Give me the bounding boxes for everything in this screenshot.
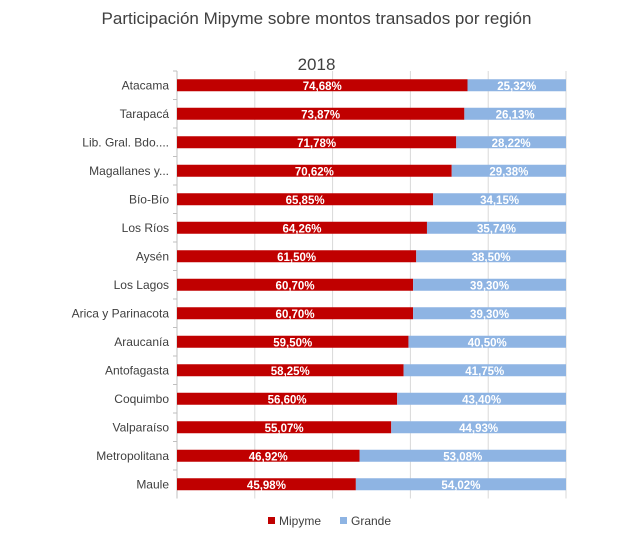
data-label: 53,08% <box>443 451 482 463</box>
category-label: Maule <box>136 477 169 491</box>
bar-mipyme <box>177 421 392 434</box>
bar-mipyme <box>177 478 356 491</box>
data-label: 40,50% <box>468 337 507 349</box>
category-label: Aysén <box>136 249 169 263</box>
data-label: 54,02% <box>441 480 480 492</box>
bar-grande <box>426 221 566 234</box>
category-label: Valparaíso <box>113 420 170 434</box>
bar-grande <box>397 392 566 405</box>
bar-mipyme <box>177 364 404 377</box>
legend-swatch <box>340 517 347 524</box>
data-label: 45,98% <box>247 480 286 492</box>
bar-grande <box>433 193 566 206</box>
data-label: 44,93% <box>459 423 498 435</box>
category-label: Tarapacá <box>120 107 170 121</box>
category-label: Araucanía <box>114 335 169 349</box>
bar-grande <box>403 364 566 377</box>
category-label: Magallanes y... <box>89 164 169 178</box>
data-label: 35,74% <box>477 223 516 235</box>
data-label: 34,15% <box>480 195 519 207</box>
bar-mipyme <box>177 107 465 120</box>
category-label: Los Ríos <box>122 221 169 235</box>
legend-label: Mipyme <box>279 514 321 528</box>
data-label: 38,50% <box>472 252 511 264</box>
data-label: 61,50% <box>277 252 316 264</box>
category-label: Metropolitana <box>96 449 169 463</box>
data-label: 46,92% <box>249 451 288 463</box>
bar-grande <box>355 478 566 491</box>
bar-grande <box>413 278 566 291</box>
data-label: 65,85% <box>286 195 325 207</box>
bar-grande <box>464 107 566 120</box>
bar-grande <box>416 250 566 263</box>
data-label: 74,68% <box>303 81 342 93</box>
data-label: 70,62% <box>295 166 334 178</box>
data-label: 60,70% <box>276 280 315 292</box>
bar-mipyme <box>177 335 409 348</box>
data-label: 71,78% <box>297 138 336 150</box>
data-label: 28,22% <box>492 138 531 150</box>
category-label: Antofagasta <box>105 363 169 377</box>
data-label: 39,30% <box>470 280 509 292</box>
bar-mipyme <box>177 278 414 291</box>
data-label: 41,75% <box>465 366 504 378</box>
bar-mipyme <box>177 136 457 149</box>
legend-label: Grande <box>351 514 391 528</box>
data-label: 25,32% <box>497 81 536 93</box>
category-label: Lib. Gral. Bdo.... <box>82 135 169 149</box>
data-label: 56,60% <box>268 394 307 406</box>
category-label: Arica y Parinacota <box>72 306 170 320</box>
category-label: Bío-Bío <box>129 192 169 206</box>
legend-swatch <box>268 517 275 524</box>
data-label: 64,26% <box>282 223 321 235</box>
chart-title-text: Participación Mipyme sobre montos transa… <box>101 9 532 28</box>
bar-grande <box>408 335 566 348</box>
data-label: 59,50% <box>273 337 312 349</box>
chart-subtitle: 2018 <box>297 55 336 74</box>
bar-grande <box>451 164 566 177</box>
data-label: 73,87% <box>301 109 340 121</box>
category-label: Coquimbo <box>114 392 169 406</box>
bar-mipyme <box>177 79 468 92</box>
data-label: 55,07% <box>265 423 304 435</box>
data-label: 29,38% <box>489 166 528 178</box>
bar-grande <box>413 307 566 320</box>
data-label: 43,40% <box>462 394 501 406</box>
bar-grande <box>359 449 566 462</box>
bar-mipyme <box>177 307 414 320</box>
bar-mipyme <box>177 193 434 206</box>
bar-grande <box>391 421 566 434</box>
bar-mipyme <box>177 449 360 462</box>
bar-mipyme <box>177 221 427 234</box>
bar-grande <box>456 136 566 149</box>
category-label: Atacama <box>122 78 170 92</box>
bar-grande <box>467 79 566 92</box>
bar-mipyme <box>177 392 398 405</box>
chart-title: Participación Mipyme sobre montos transa… <box>0 9 633 28</box>
bar-mipyme <box>177 164 452 177</box>
data-label: 26,13% <box>496 109 535 121</box>
data-label: 58,25% <box>271 366 310 378</box>
data-label: 39,30% <box>470 309 509 321</box>
data-label: 60,70% <box>276 309 315 321</box>
bar-mipyme <box>177 250 417 263</box>
category-label: Los Lagos <box>114 278 169 292</box>
